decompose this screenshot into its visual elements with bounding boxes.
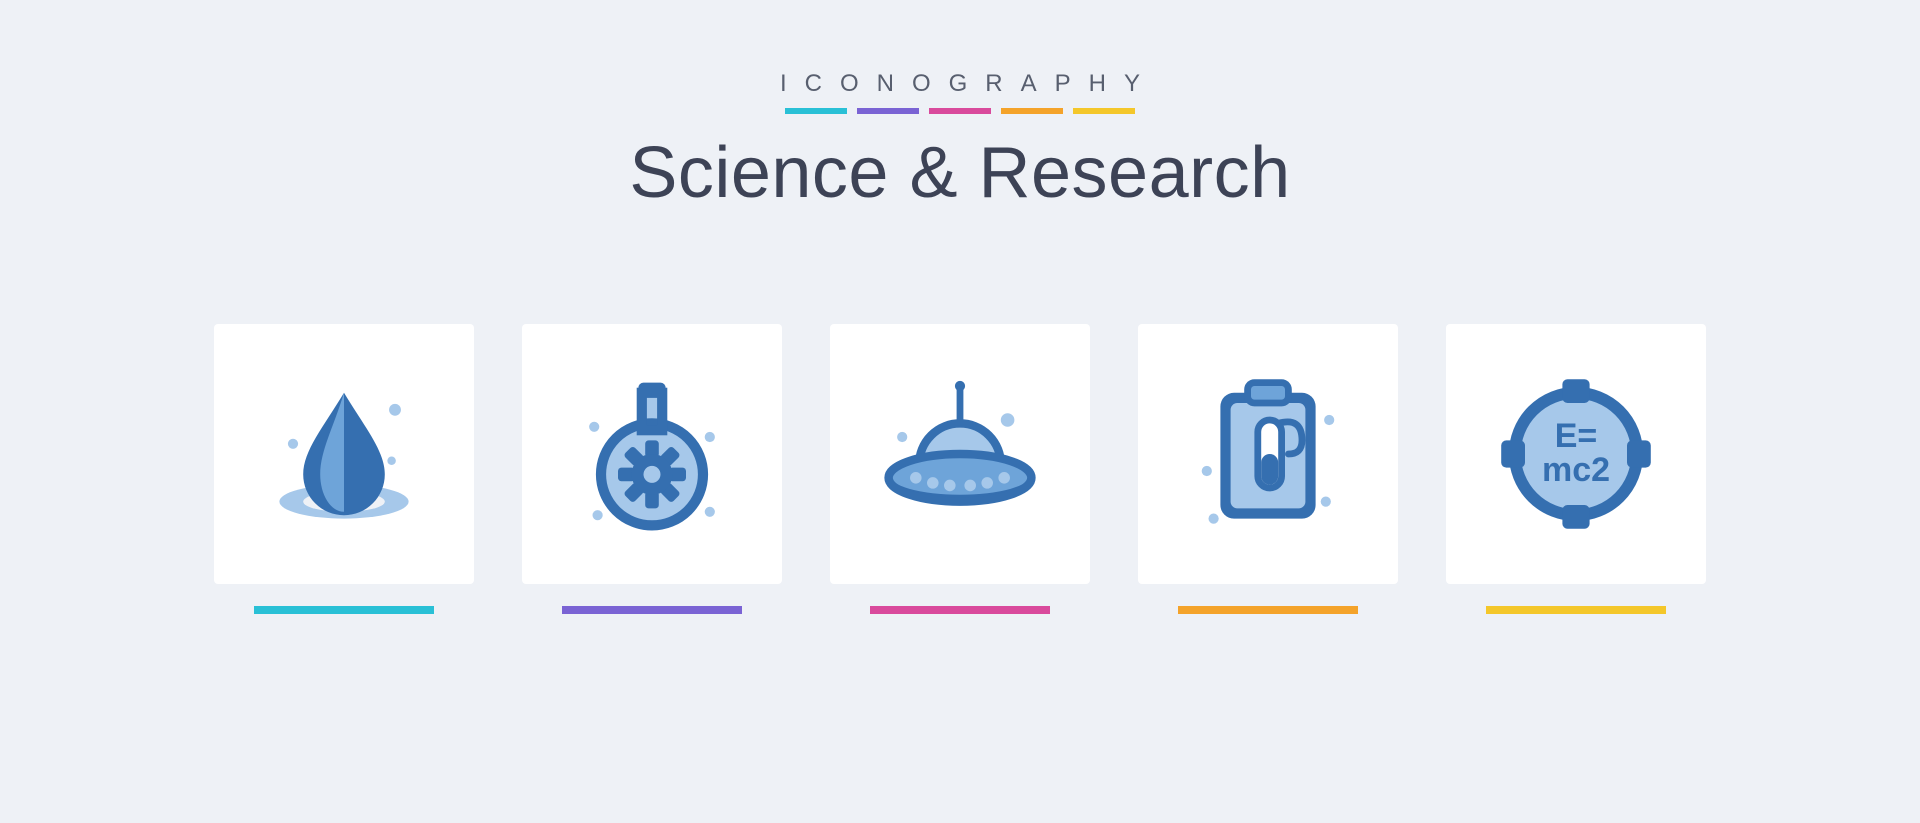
- brand-underline-orange: [1001, 108, 1063, 114]
- svg-text:mc2: mc2: [1542, 451, 1610, 489]
- icon-card: [1138, 324, 1398, 614]
- brand-label: ICONOGRAPHY: [629, 70, 1290, 98]
- card-underline: [254, 606, 434, 614]
- card-underline: [1486, 606, 1666, 614]
- icon-tile: E= mc2: [1446, 324, 1706, 584]
- card-underline: [870, 606, 1050, 614]
- icon-card: [522, 324, 782, 614]
- card-underline: [1178, 606, 1358, 614]
- brand-underlines: [629, 108, 1290, 114]
- water-drop-icon: [259, 369, 429, 539]
- header: ICONOGRAPHY Science & Research: [629, 70, 1290, 214]
- icon-tile: [830, 324, 1090, 584]
- icon-tile: [522, 324, 782, 584]
- icon-card: E= mc2: [1446, 324, 1706, 614]
- icon-tile: [214, 324, 474, 584]
- brand-underline-pink: [929, 108, 991, 114]
- icon-card: [830, 324, 1090, 614]
- ufo-icon: [875, 369, 1045, 539]
- brand-underline-teal: [785, 108, 847, 114]
- flask-gear-icon: [567, 369, 737, 539]
- emc2-formula-icon: E= mc2: [1491, 369, 1661, 539]
- icon-card: [214, 324, 474, 614]
- brand-underline-purple: [857, 108, 919, 114]
- clipboard-test-tube-icon: [1183, 369, 1353, 539]
- card-underline: [562, 606, 742, 614]
- svg-text:E=: E=: [1555, 417, 1598, 455]
- icon-card-row: E= mc2: [214, 324, 1706, 614]
- page-title: Science & Research: [629, 132, 1290, 214]
- icon-tile: [1138, 324, 1398, 584]
- brand-underline-yellow: [1073, 108, 1135, 114]
